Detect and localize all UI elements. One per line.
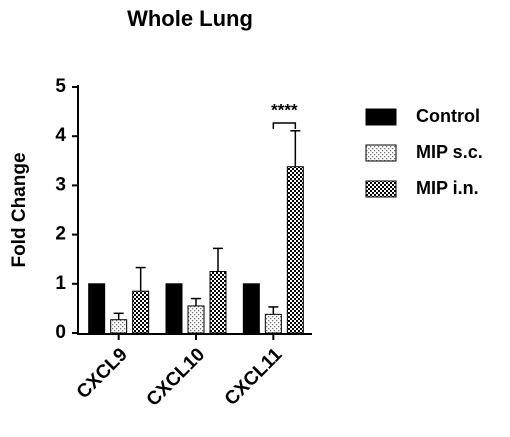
bar — [242, 283, 260, 334]
legend-label: Control — [416, 106, 480, 126]
bar — [209, 271, 227, 334]
y-tick-label: 5 — [55, 76, 66, 97]
bar — [165, 283, 183, 334]
legend-swatch — [365, 180, 397, 198]
bar — [187, 305, 205, 334]
significance-bracket — [272, 122, 297, 129]
x-tick-label: CXCL9 — [73, 344, 132, 403]
y-tick-label: 4 — [55, 125, 66, 146]
significance-label: **** — [271, 100, 298, 119]
y-tick-label: 3 — [55, 174, 66, 195]
bar — [132, 290, 150, 334]
legend-label: MIP i.n. — [416, 178, 479, 198]
legend-label: MIP s.c. — [416, 142, 483, 162]
y-tick-label: 2 — [55, 224, 66, 245]
x-tick-label: CXCL10 — [143, 344, 209, 410]
x-tick-label: CXCL11 — [221, 344, 287, 410]
bar — [88, 283, 106, 334]
chart-title: Whole Lung — [127, 6, 253, 31]
y-tick-label: 0 — [55, 322, 66, 343]
legend-swatch — [365, 108, 397, 126]
bar — [264, 313, 282, 334]
legend-swatch — [365, 144, 397, 162]
y-tick-label: 1 — [55, 273, 66, 294]
bar — [286, 166, 304, 334]
y-axis-label: Fold Change — [9, 152, 30, 267]
bar — [110, 319, 128, 334]
